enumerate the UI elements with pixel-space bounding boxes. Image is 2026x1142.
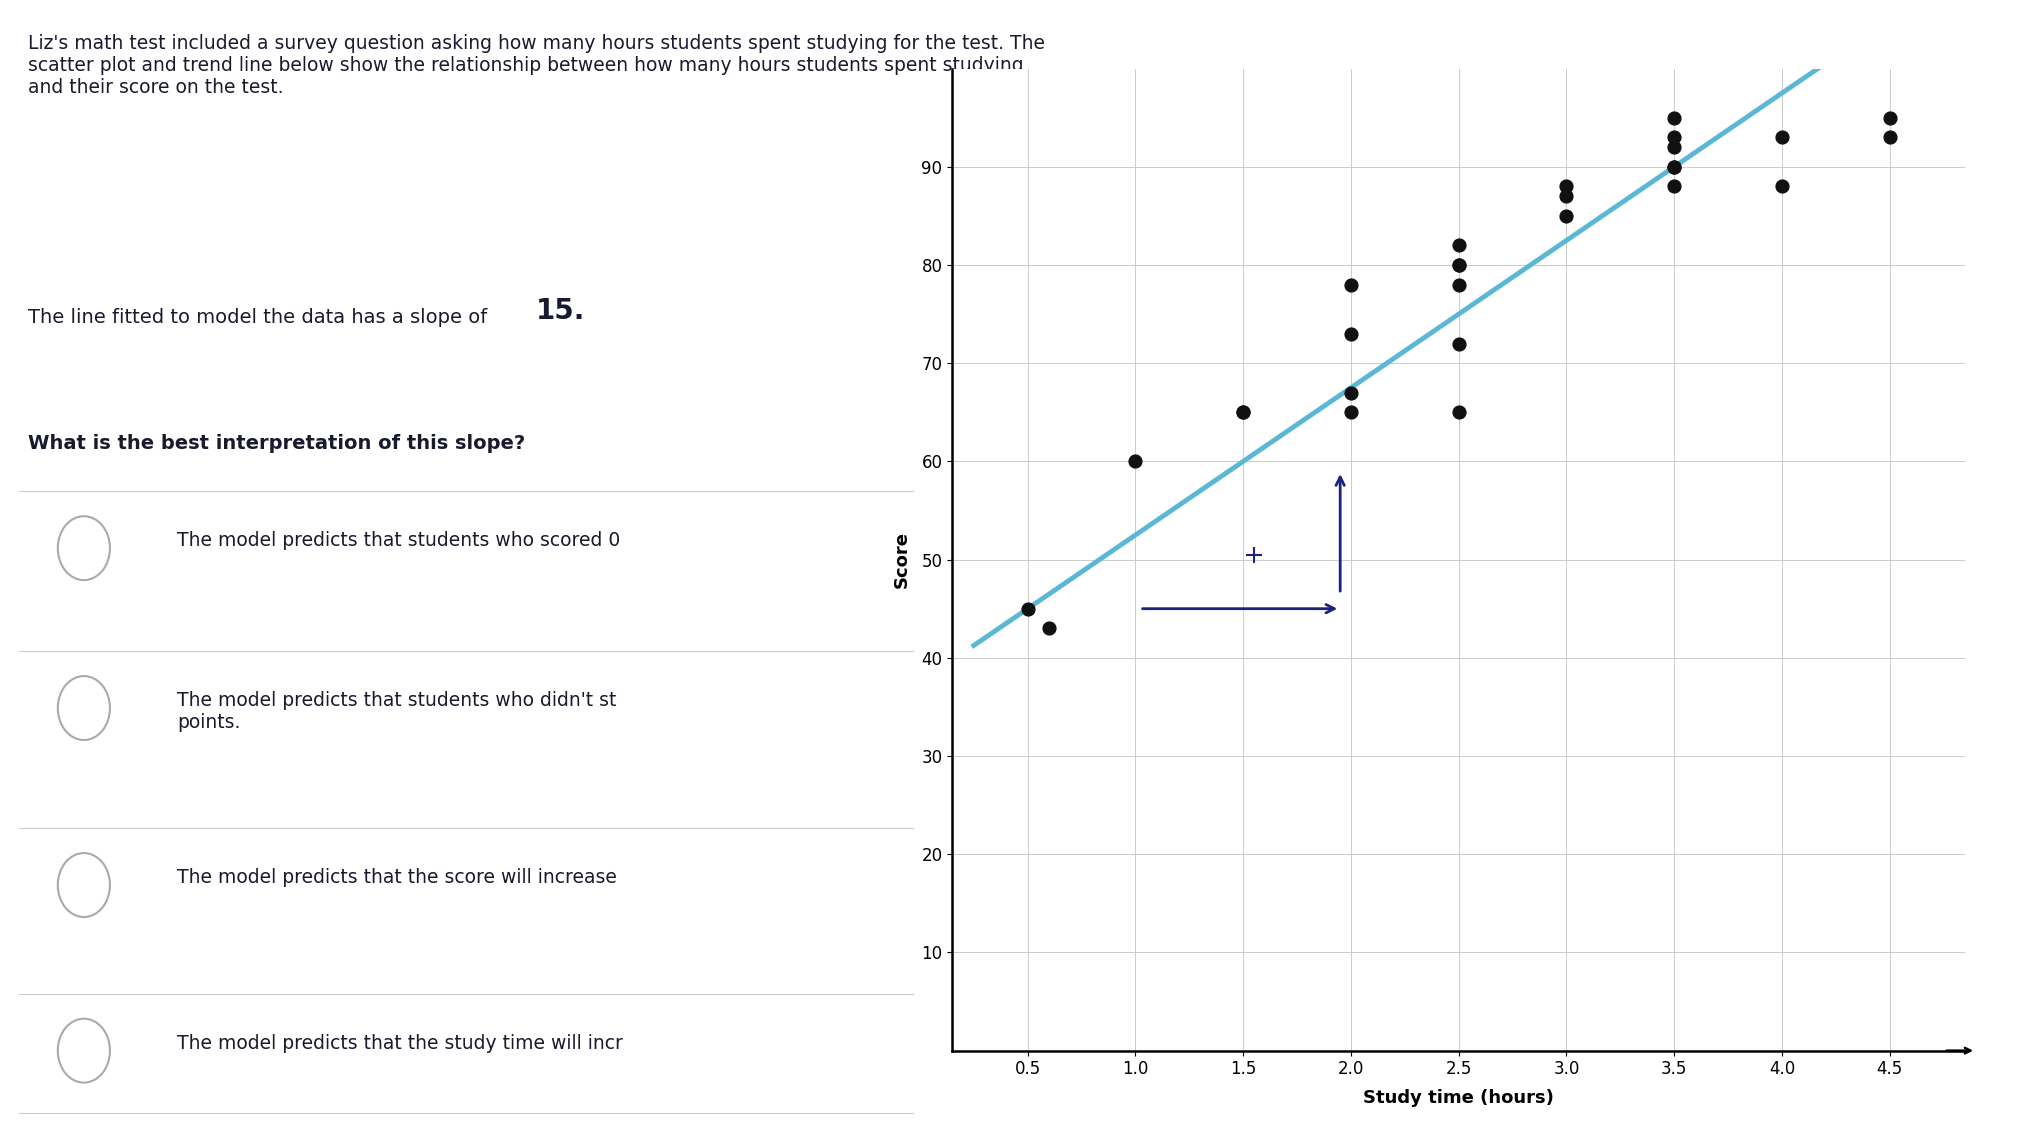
Point xyxy=(1443,256,1475,274)
Point xyxy=(1443,256,1475,274)
Point xyxy=(1657,138,1690,156)
Point xyxy=(1443,335,1475,353)
Point xyxy=(1550,187,1582,206)
Point xyxy=(1228,403,1260,421)
Point xyxy=(1335,275,1368,293)
Text: The model predicts that students who didn't st
points.: The model predicts that students who did… xyxy=(176,691,616,732)
Point xyxy=(1657,108,1690,127)
Point xyxy=(1443,275,1475,293)
Point xyxy=(1335,403,1368,421)
Text: The line fitted to model the data has a slope of: The line fitted to model the data has a … xyxy=(28,308,494,328)
Point xyxy=(1033,619,1066,637)
Point xyxy=(1011,600,1043,618)
Point xyxy=(1767,128,1799,146)
Point xyxy=(1118,452,1151,471)
Point xyxy=(1657,128,1690,146)
Point xyxy=(1874,128,1906,146)
Text: The model predicts that the study time will incr: The model predicts that the study time w… xyxy=(176,1034,622,1053)
Point xyxy=(1657,177,1690,195)
Text: What is the best interpretation of this slope?: What is the best interpretation of this … xyxy=(28,434,525,453)
Point xyxy=(1874,108,1906,127)
Text: 15.: 15. xyxy=(535,297,586,325)
X-axis label: Study time (hours): Study time (hours) xyxy=(1363,1089,1554,1108)
Point xyxy=(1335,324,1368,343)
Text: Liz's math test included a survey question asking how many hours students spent : Liz's math test included a survey questi… xyxy=(28,34,1045,97)
Y-axis label: Score: Score xyxy=(891,531,910,588)
Point xyxy=(1443,236,1475,255)
Point xyxy=(1550,207,1582,225)
Point xyxy=(1228,403,1260,421)
Text: The model predicts that students who scored 0: The model predicts that students who sco… xyxy=(176,531,620,550)
Point xyxy=(1657,158,1690,176)
Point xyxy=(1550,177,1582,195)
Point xyxy=(1657,158,1690,176)
Point xyxy=(1335,384,1368,402)
Point xyxy=(1443,403,1475,421)
Text: The model predicts that the score will increase: The model predicts that the score will i… xyxy=(176,868,618,887)
Point xyxy=(1767,177,1799,195)
